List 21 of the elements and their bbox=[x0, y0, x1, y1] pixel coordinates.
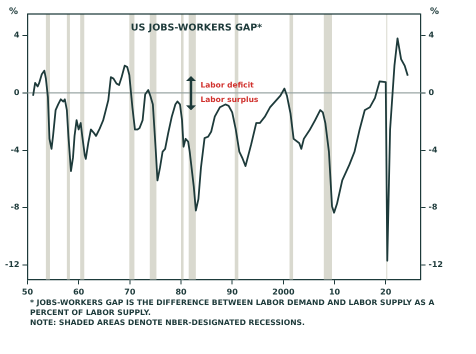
x-tick-label: 90 bbox=[226, 287, 238, 296]
x-tick-label: 70 bbox=[124, 287, 136, 296]
y-tick-label: -12 bbox=[5, 260, 20, 270]
y2-tick-label: 4 bbox=[428, 30, 435, 40]
y-axis-title: % bbox=[8, 6, 18, 17]
text: US JOBS-WORKERS GAP* bbox=[130, 22, 262, 34]
y2-tick-label: -12 bbox=[428, 260, 443, 270]
y-tick-label: 0 bbox=[14, 88, 20, 97]
x-tick-label: 80 bbox=[175, 287, 187, 296]
x-tick-label: 20 bbox=[380, 287, 392, 296]
y2-tick-label: -4 bbox=[428, 145, 438, 154]
x-tick-label: 50 bbox=[22, 287, 34, 296]
y-tick-label: 4 bbox=[14, 30, 20, 40]
x-tick-label: 60 bbox=[73, 287, 85, 296]
y2-tick-label: 0 bbox=[428, 88, 435, 97]
y2-tick-label: -8 bbox=[428, 202, 438, 212]
x-tick-label: 10 bbox=[328, 287, 341, 296]
y2-axis-title: % bbox=[430, 6, 440, 17]
y-tick-label: -4 bbox=[10, 145, 20, 154]
y-tick-label: -8 bbox=[10, 202, 20, 212]
x-tick-label: 2000 bbox=[272, 287, 295, 296]
